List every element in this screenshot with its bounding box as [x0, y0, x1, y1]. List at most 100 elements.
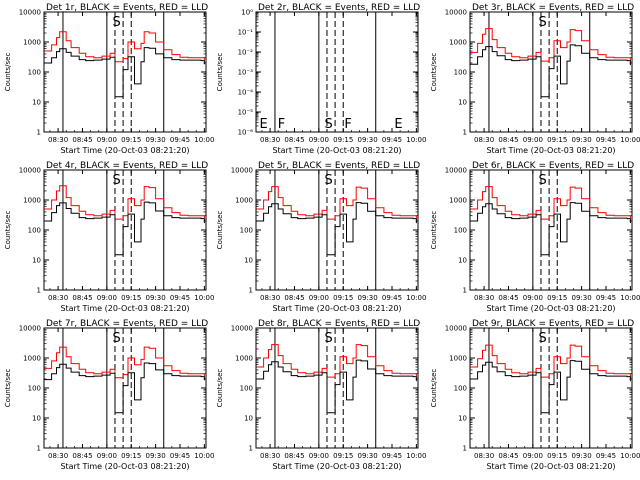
y-tick-label: 10000: [231, 167, 253, 175]
x-tick-label: 09:45: [170, 294, 190, 302]
x-tick-label: 10:00: [406, 294, 426, 302]
panel-title: Det 1r, BLACK = Events, RED = LLD: [46, 3, 208, 13]
x-tick-label: 08:30: [474, 452, 494, 460]
marker-label: F: [278, 117, 285, 132]
panel-det-7: Det 7r, BLACK = Events, RED = LLD Counts/…: [4, 319, 214, 471]
y-axis-label: Counts/sec: [430, 53, 438, 92]
y-tick-label: 10000: [19, 325, 41, 333]
lld-series-line: [44, 31, 205, 63]
plot-frame: [255, 11, 419, 133]
x-tick-label: 09:45: [382, 452, 402, 460]
x-tick-label: 09:30: [146, 294, 166, 302]
y-tick-label: 10: [458, 415, 467, 423]
y-tick-label: 100: [240, 227, 253, 235]
x-tick-label: 08:30: [48, 136, 68, 144]
x-tick-label: 09:15: [333, 294, 353, 302]
y-tick-label: 100: [28, 385, 41, 393]
plot-frame: [469, 11, 633, 133]
y-tick-label: 1000: [23, 39, 41, 47]
events-series-line: [470, 44, 631, 98]
y-tick-label: 100: [454, 227, 467, 235]
y-tick-label: 100: [28, 69, 41, 77]
y-tick-label: 10⁻²: [238, 49, 254, 57]
y-axis-label: Counts/sec: [4, 53, 12, 92]
x-tick-label: 09:15: [121, 452, 141, 460]
marker-label: S: [112, 331, 120, 346]
marker-label: S: [538, 15, 546, 30]
plot-frame: [469, 169, 633, 291]
y-tick-label: 1000: [23, 197, 41, 205]
y-axis-label: Counts/sec: [4, 369, 12, 408]
x-tick-label: 09:00: [309, 452, 329, 460]
y-tick-label: 1: [37, 129, 41, 137]
x-tick-label: 09:00: [97, 294, 117, 302]
lld-series-line: [470, 28, 631, 62]
x-tick-label: 08:45: [72, 136, 92, 144]
y-tick-label: 1000: [235, 355, 253, 363]
x-tick-label: 08:30: [474, 294, 494, 302]
x-tick-label: 08:45: [498, 294, 518, 302]
panel-title: Det 8r, BLACK = Events, RED = LLD: [258, 319, 420, 329]
y-tick-label: 10000: [445, 325, 467, 333]
panel-title: Det 4r, BLACK = Events, RED = LLD: [46, 161, 208, 171]
panel-det-6: Det 6r, BLACK = Events, RED = LLD Counts/…: [430, 161, 640, 313]
y-axis-label: Counts/sec: [430, 211, 438, 250]
y-tick-label: 1: [249, 287, 253, 295]
y-tick-label: 1000: [235, 197, 253, 205]
x-tick-label: 10:00: [620, 452, 640, 460]
x-axis-label: Start Time (20-Oct-03 08:21:20): [272, 146, 401, 155]
x-tick-label: 09:45: [382, 294, 402, 302]
x-tick-label: 08:30: [260, 136, 280, 144]
y-tick-label: 10⁻⁵: [238, 109, 254, 117]
lld-series-line: [470, 344, 631, 378]
y-tick-label: 10: [32, 257, 41, 265]
y-tick-label: 1: [37, 445, 41, 453]
lld-series-line: [44, 346, 205, 379]
y-axis-label: Counts/sec: [216, 369, 224, 408]
y-tick-label: 1000: [449, 355, 467, 363]
y-tick-label: 1: [249, 445, 253, 453]
x-axis-label: Start Time (20-Oct-03 08:21:20): [60, 304, 189, 313]
x-tick-label: 10:00: [620, 136, 640, 144]
y-tick-label: 10: [32, 99, 41, 107]
x-tick-label: 08:30: [48, 294, 68, 302]
y-tick-label: 10000: [19, 167, 41, 175]
marker-label: S: [112, 173, 120, 188]
y-tick-label: 10: [32, 415, 41, 423]
x-axis-label: Start Time (20-Oct-03 08:21:20): [60, 462, 189, 471]
plot-frame: [255, 327, 419, 449]
x-tick-label: 09:45: [382, 136, 402, 144]
panel-title: Det 9r, BLACK = Events, RED = LLD: [472, 319, 634, 329]
x-tick-label: 08:30: [474, 136, 494, 144]
x-tick-label: 09:30: [146, 136, 166, 144]
x-tick-label: 09:30: [572, 136, 592, 144]
events-series-line: [256, 202, 417, 256]
y-axis-label: Counts/sec: [216, 211, 224, 250]
x-tick-label: 08:45: [72, 294, 92, 302]
panel-title: Det 5r, BLACK = Events, RED = LLD: [258, 161, 420, 171]
y-tick-label: 10000: [19, 9, 41, 17]
marker-label: S: [112, 15, 120, 30]
x-tick-label: 08:45: [498, 452, 518, 460]
y-tick-label: 100: [28, 227, 41, 235]
events-series-line: [470, 202, 631, 256]
events-series-line: [256, 359, 417, 414]
x-tick-label: 08:45: [284, 294, 304, 302]
x-tick-label: 10:00: [194, 294, 214, 302]
y-tick-label: 10⁻³: [238, 69, 254, 77]
x-tick-label: 09:00: [523, 452, 543, 460]
y-tick-label: 10⁻⁶: [238, 129, 254, 137]
plot-frame: [43, 11, 207, 133]
y-tick-label: 10⁻¹: [238, 29, 254, 37]
y-tick-label: 1000: [449, 197, 467, 205]
x-tick-label: 09:15: [547, 452, 567, 460]
panel-title: Det 7r, BLACK = Events, RED = LLD: [46, 319, 208, 329]
y-axis-label: Counts/sec: [4, 211, 12, 250]
panel-det-3: Det 3r, BLACK = Events, RED = LLD Counts/…: [430, 3, 640, 155]
x-tick-label: 09:15: [547, 294, 567, 302]
x-tick-label: 08:45: [284, 136, 304, 144]
events-series-line: [44, 47, 205, 98]
marker-label: F: [344, 117, 351, 132]
marker-label: S: [324, 331, 332, 346]
